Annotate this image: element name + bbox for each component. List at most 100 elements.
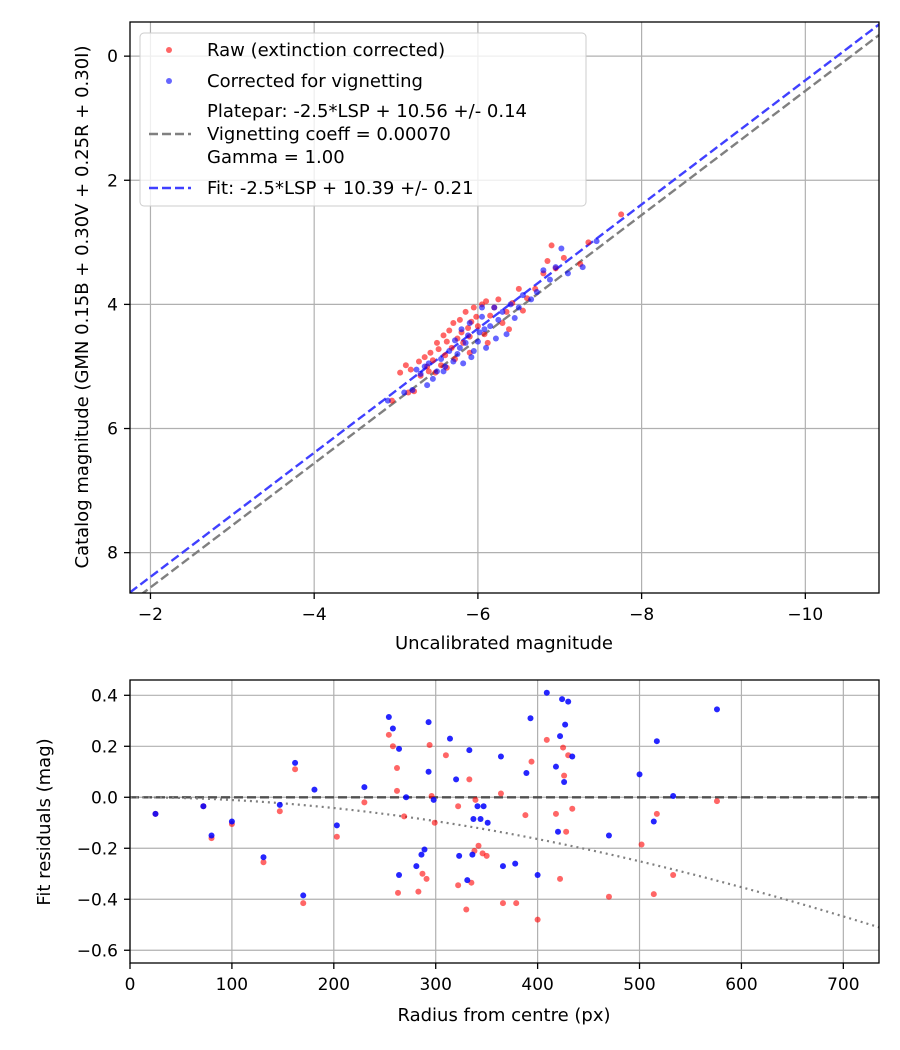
raw-point	[519, 307, 526, 314]
corrected-residual-point	[361, 784, 368, 791]
raw-point	[515, 285, 522, 292]
corrected-point	[579, 264, 586, 271]
raw-point	[462, 308, 469, 315]
raw-residual-point	[401, 813, 408, 820]
raw-residual-point	[395, 889, 402, 896]
corrected-point	[519, 292, 526, 299]
raw-residual-point	[513, 900, 520, 907]
raw-point	[456, 316, 463, 323]
raw-residual-point	[419, 870, 426, 877]
top-y-tick-label: 4	[107, 295, 118, 315]
legend-box	[139, 32, 587, 207]
raw-residual-point	[552, 810, 559, 817]
corrected-residual-point	[557, 733, 564, 740]
raw-residual-point	[497, 790, 504, 797]
corrected-point	[481, 326, 488, 333]
bottom-x-tick-label: 300	[419, 975, 451, 995]
corrected-point	[593, 238, 600, 245]
raw-residual-point	[426, 742, 433, 749]
corrected-residual-point	[497, 753, 504, 760]
raw-residual-point	[385, 731, 392, 738]
corrected-point	[478, 313, 485, 320]
bottom-y-tick-label: −0.2	[77, 839, 118, 859]
corrected-residual-point	[300, 892, 307, 899]
top-y-tick-label: 8	[107, 544, 118, 564]
corrected-residual-point	[562, 721, 569, 728]
corrected-point	[384, 397, 391, 404]
corrected-residual-point	[470, 815, 477, 822]
raw-point	[425, 368, 432, 375]
legend-vignetting-label: Vignetting coeff = 0.00070	[207, 124, 451, 145]
corrected-residual-point	[561, 778, 568, 785]
bottom-points	[152, 689, 720, 923]
top-x-tick-label: −2	[138, 605, 163, 625]
corrected-residual-point	[333, 822, 340, 829]
raw-residual-point	[543, 736, 550, 743]
corrected-residual-point	[559, 696, 566, 703]
top-points	[384, 211, 625, 404]
corrected-point	[421, 363, 428, 370]
corrected-residual-point	[152, 810, 159, 817]
top-x-axis-label: Uncalibrated magnitude	[395, 633, 613, 654]
bottom-x-tick-label: 400	[521, 975, 553, 995]
raw-point	[402, 362, 409, 369]
top-ticks: −2 −4 −6 −8 −10 0 2 4 6 8	[107, 47, 823, 625]
raw-residual-point	[361, 799, 368, 806]
raw-point	[499, 320, 506, 327]
corrected-residual-point	[670, 793, 677, 800]
raw-residual-point	[569, 805, 576, 812]
corrected-point	[503, 331, 510, 338]
raw-point	[465, 324, 472, 331]
legend-raw-label: Raw (extinction corrected)	[207, 40, 445, 61]
corrected-point	[552, 264, 559, 271]
top-fit-line	[130, 23, 879, 593]
raw-residual-point	[557, 875, 564, 882]
corrected-point	[454, 351, 461, 358]
raw-point	[429, 357, 436, 364]
corrected-residual-point	[650, 818, 657, 825]
corrected-point	[507, 301, 514, 308]
corrected-point	[424, 382, 431, 389]
raw-point	[435, 346, 442, 353]
corrected-residual-point	[200, 803, 207, 810]
corrected-residual-point	[396, 872, 403, 879]
top-x-tick-label: −4	[302, 605, 327, 625]
raw-point	[442, 352, 449, 359]
corrected-residual-point	[396, 745, 403, 752]
bottom-y-tick-label: 0.0	[91, 788, 118, 808]
top-y-axis-label: Catalog magnitude (GMN 0.15B + 0.30V + 0…	[72, 45, 93, 568]
raw-point	[470, 304, 477, 311]
top-y-tick-label: 2	[107, 171, 118, 191]
raw-point	[397, 369, 404, 376]
raw-residual-point	[605, 893, 612, 900]
corrected-residual-point	[480, 803, 487, 810]
bottom-y-axis-label: Fit residuals (mag)	[34, 738, 55, 905]
corrected-point	[533, 288, 540, 295]
raw-residual-point	[472, 796, 479, 803]
legend-corrected-label: Corrected for vignetting	[207, 71, 423, 92]
corrected-residual-point	[385, 713, 392, 720]
bottom-x-axis-label: Radius from centre (px)	[397, 1005, 610, 1026]
raw-residual-point	[300, 900, 307, 907]
raw-point	[440, 332, 447, 339]
raw-residual-point	[499, 900, 506, 907]
raw-residual-point	[431, 819, 438, 826]
corrected-residual-point	[418, 851, 425, 858]
raw-residual-point	[415, 888, 422, 895]
corrected-point	[465, 332, 472, 339]
corrected-point	[564, 270, 571, 277]
corrected-point	[491, 304, 498, 311]
corrected-point	[499, 308, 506, 315]
corrected-residual-point	[474, 803, 481, 810]
corrected-point	[458, 326, 465, 333]
bottom-y-tick-label: −0.4	[77, 890, 118, 910]
top-fit-lines	[130, 23, 879, 593]
corrected-residual-point	[421, 846, 428, 853]
corrected-residual-point	[260, 854, 267, 861]
corrected-point	[451, 337, 458, 344]
corrected-point	[515, 304, 522, 311]
bottom-y-tick-label: 0.4	[91, 686, 118, 706]
raw-point	[495, 296, 502, 303]
corrected-residual-point	[527, 715, 534, 722]
corrected-residual-point	[555, 828, 561, 835]
